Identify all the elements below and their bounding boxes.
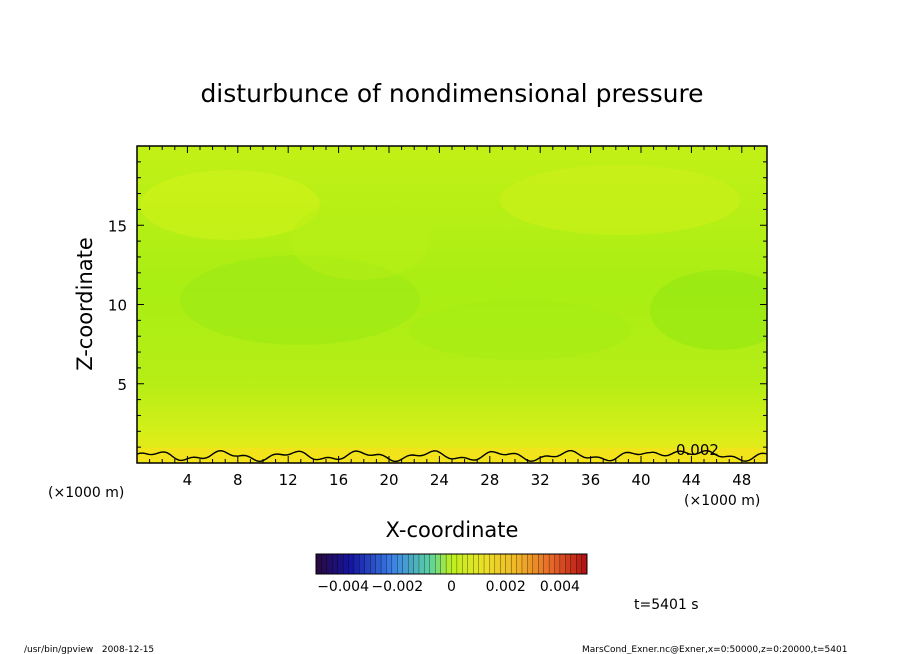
x-unit-label-right: (×1000 m) — [684, 493, 760, 509]
colorbar-tick-label: 0.002 — [486, 579, 526, 595]
colorbar-cell — [370, 553, 377, 575]
x-tick-label: 48 — [732, 471, 751, 489]
colorbar-cell — [386, 553, 393, 575]
colorbar-cell — [570, 553, 577, 575]
colorbar-cell — [489, 553, 496, 575]
colorbar-cell — [359, 553, 366, 575]
colorbar-cell — [348, 553, 355, 575]
colorbar-cell — [429, 553, 436, 575]
y-tick-label: 10 — [108, 297, 127, 315]
colorbar-cell — [576, 553, 583, 575]
time-label: t=5401 s — [634, 597, 699, 613]
field-patch-yellower — [140, 170, 320, 240]
colorbar-cell — [380, 553, 387, 575]
colorbar-cell — [538, 553, 545, 575]
colorbar-cell — [424, 553, 431, 575]
y-axis-ticks: 5 10 15 — [108, 161, 767, 448]
colorbar-cell — [456, 553, 463, 575]
colorbar-cell — [483, 553, 490, 575]
colorbar-cell — [462, 553, 469, 575]
colorbar-frame — [315, 553, 588, 575]
footer-right: MarsCond_Exner.nc@Exner,x=0:50000,z=0:20… — [582, 645, 847, 654]
colorbar-cell — [321, 553, 328, 575]
colorbar-cell — [407, 553, 415, 575]
field-patch-greener — [410, 300, 630, 360]
x-tick-label: 44 — [682, 471, 701, 489]
colorbar-cell — [548, 553, 555, 575]
colorbar-cell — [326, 553, 333, 575]
colorbar-cell — [554, 553, 561, 575]
colorbar-cell — [375, 553, 382, 575]
colorbar-cell — [581, 553, 588, 575]
colorbar-cell — [559, 553, 566, 575]
x-tick-label: 8 — [233, 471, 243, 489]
y-axis-title: Z-coordinate — [73, 237, 97, 371]
x-unit-label-left: (×1000 m) — [48, 485, 124, 501]
colorbar-cell — [332, 553, 339, 575]
y-tick-label: 5 — [117, 376, 127, 394]
field-patch-yellower — [290, 200, 430, 280]
x-tick-label: 20 — [379, 471, 398, 489]
colorbar-tick-label: −0.002 — [371, 579, 423, 595]
y-tick-label: 15 — [108, 217, 127, 235]
contour-line — [137, 449, 767, 463]
colorbar-cell — [521, 553, 528, 575]
x-axis-ticks: 4 8 12 16 20 24 28 32 36 40 44 48 — [149, 146, 755, 489]
x-tick-label: 36 — [581, 471, 600, 489]
colorbar-cell — [440, 553, 447, 575]
colorbar-cell — [353, 553, 360, 575]
field-patch-yellower — [500, 165, 740, 235]
colorbar-cell — [435, 553, 442, 575]
x-tick-label: 12 — [279, 471, 298, 489]
colorbar — [315, 553, 588, 575]
footer-left: /usr/bin/gpview 2008-12-15 — [24, 645, 154, 654]
colorbar-cell — [473, 553, 480, 575]
colorbar-cell — [413, 553, 420, 575]
x-tick-label: 40 — [631, 471, 650, 489]
plot-area — [137, 146, 767, 463]
colorbar-cell — [337, 553, 344, 575]
colorbar-cell — [505, 553, 512, 575]
colorbar-cell — [342, 553, 349, 575]
x-tick-label: 24 — [430, 471, 449, 489]
colorbar-cell — [532, 553, 539, 575]
colorbar-cell — [478, 553, 485, 575]
colorbar-cell — [467, 553, 474, 575]
colorbar-cell — [527, 553, 534, 575]
colorbar-cell — [451, 553, 458, 575]
colorbar-cell — [418, 553, 425, 575]
x-tick-label: 28 — [480, 471, 499, 489]
x-tick-label: 16 — [329, 471, 348, 489]
colorbar-tick-label: −0.004 — [317, 579, 369, 595]
colorbar-tick-label: 0 — [447, 579, 456, 595]
colorbar-cell — [391, 553, 398, 575]
colorbar-cell — [565, 553, 572, 575]
colorbar-cell — [516, 553, 523, 575]
chart-title: disturbunce of nondimensional pressure — [200, 79, 703, 108]
colorbar-cell — [500, 553, 507, 575]
colorbar-cell — [494, 553, 501, 575]
colorbar-cell — [543, 553, 550, 575]
field-patch-greener — [650, 270, 767, 350]
colorbar-cell — [397, 553, 404, 575]
colorbar-labels: −0.004 −0.002 0 0.002 0.004 — [317, 579, 580, 595]
x-tick-label: 4 — [183, 471, 193, 489]
x-tick-label: 32 — [531, 471, 550, 489]
colorbar-cell — [402, 553, 409, 575]
colorbar-cell — [445, 553, 452, 575]
contour-label: 0.002 — [676, 441, 719, 459]
colorbar-cell — [315, 553, 322, 575]
colorbar-tick-label: 0.004 — [540, 579, 580, 595]
x-axis-title: X-coordinate — [386, 518, 519, 542]
colorbar-cell — [510, 553, 517, 575]
colorbar-cell — [364, 553, 371, 575]
